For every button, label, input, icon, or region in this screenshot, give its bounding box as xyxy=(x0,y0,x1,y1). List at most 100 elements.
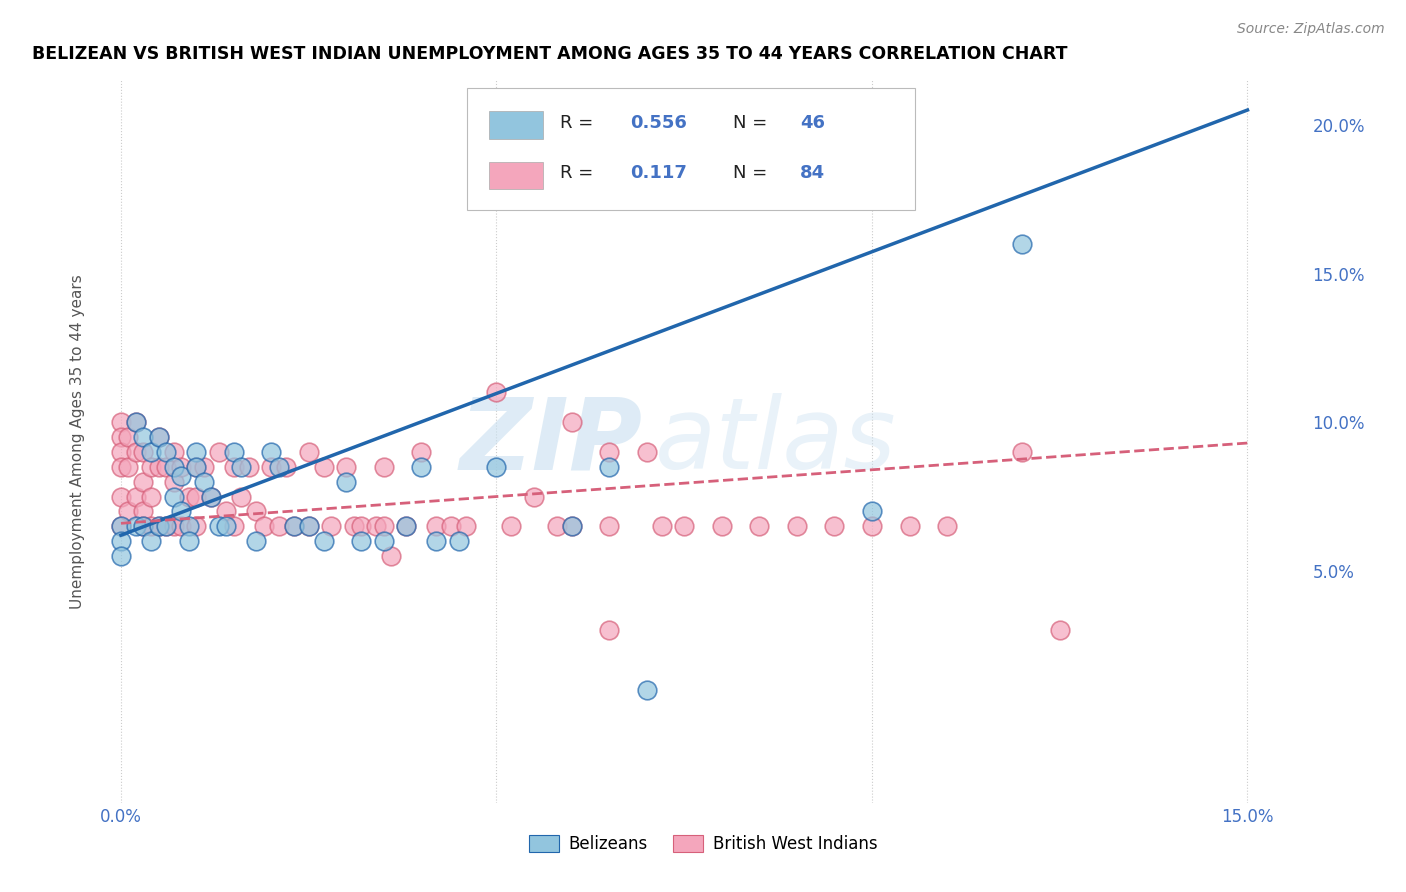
Point xyxy=(184,490,207,504)
Point xyxy=(222,519,245,533)
Point xyxy=(440,519,463,533)
Point xyxy=(184,459,207,474)
Point xyxy=(298,519,321,533)
Point xyxy=(148,519,170,533)
Point xyxy=(184,519,207,533)
Point xyxy=(260,445,283,459)
Point xyxy=(117,459,139,474)
Point xyxy=(501,519,523,533)
FancyBboxPatch shape xyxy=(489,112,543,139)
Point xyxy=(636,682,658,697)
Point xyxy=(312,534,335,549)
Point xyxy=(132,475,155,489)
Text: R =: R = xyxy=(561,114,599,132)
Point xyxy=(395,519,418,533)
Point xyxy=(170,459,193,474)
Point xyxy=(229,490,252,504)
Point xyxy=(125,490,148,504)
Point xyxy=(207,445,229,459)
Point xyxy=(823,519,845,533)
Point xyxy=(366,519,388,533)
FancyBboxPatch shape xyxy=(467,87,915,211)
Text: BELIZEAN VS BRITISH WEST INDIAN UNEMPLOYMENT AMONG AGES 35 TO 44 YEARS CORRELATI: BELIZEAN VS BRITISH WEST INDIAN UNEMPLOY… xyxy=(32,45,1067,63)
Point xyxy=(162,475,184,489)
Point xyxy=(350,519,373,533)
Point xyxy=(117,504,139,518)
Point xyxy=(245,534,267,549)
Point xyxy=(636,445,658,459)
Point xyxy=(598,624,620,638)
Point xyxy=(170,519,193,533)
Point xyxy=(245,504,267,518)
Point xyxy=(200,490,222,504)
Point xyxy=(395,519,418,533)
Point xyxy=(546,519,568,533)
Point xyxy=(184,445,207,459)
Point xyxy=(125,519,148,533)
Text: N =: N = xyxy=(734,164,773,183)
Legend: Belizeans, British West Indians: Belizeans, British West Indians xyxy=(522,828,884,860)
Point xyxy=(125,415,148,429)
Point xyxy=(456,519,478,533)
Point xyxy=(110,519,132,533)
Point xyxy=(193,459,215,474)
Point xyxy=(110,490,132,504)
Text: R =: R = xyxy=(561,164,599,183)
Point xyxy=(215,504,238,518)
Point xyxy=(380,549,402,563)
Y-axis label: Unemployment Among Ages 35 to 44 years: Unemployment Among Ages 35 to 44 years xyxy=(69,274,84,609)
Point xyxy=(411,459,433,474)
Point xyxy=(125,415,148,429)
Point xyxy=(162,459,184,474)
Point xyxy=(162,490,184,504)
Point xyxy=(1049,624,1071,638)
Point xyxy=(1011,236,1033,251)
Point xyxy=(373,519,395,533)
Text: atlas: atlas xyxy=(655,393,896,490)
Point xyxy=(110,445,132,459)
Point xyxy=(162,445,184,459)
Point xyxy=(651,519,673,533)
Point xyxy=(148,519,170,533)
Point xyxy=(155,445,177,459)
Point xyxy=(1011,445,1033,459)
Point xyxy=(184,459,207,474)
Text: ZIP: ZIP xyxy=(460,393,643,490)
Point xyxy=(117,430,139,444)
Point xyxy=(139,490,162,504)
Point xyxy=(561,415,583,429)
Point xyxy=(207,519,229,533)
Point xyxy=(425,534,447,549)
Text: 84: 84 xyxy=(800,164,825,183)
Point xyxy=(598,459,620,474)
Point xyxy=(229,459,252,474)
Point xyxy=(425,519,447,533)
FancyBboxPatch shape xyxy=(489,162,543,189)
Point xyxy=(860,504,883,518)
Point xyxy=(485,459,508,474)
Point xyxy=(125,445,148,459)
Point xyxy=(447,534,470,549)
Point xyxy=(110,459,132,474)
Point xyxy=(139,445,162,459)
Point xyxy=(267,519,290,533)
Point xyxy=(283,519,305,533)
Point xyxy=(222,445,245,459)
Point xyxy=(350,534,373,549)
Point xyxy=(222,459,245,474)
Point xyxy=(335,459,357,474)
Point xyxy=(132,445,155,459)
Point xyxy=(335,475,357,489)
Point xyxy=(598,519,620,533)
Point xyxy=(523,490,546,504)
Point xyxy=(298,445,321,459)
Point xyxy=(148,459,170,474)
Point xyxy=(898,519,921,533)
Point xyxy=(132,430,155,444)
Point xyxy=(373,534,395,549)
Point xyxy=(155,519,177,533)
Point xyxy=(170,468,193,483)
Point xyxy=(132,519,155,533)
Point xyxy=(110,534,132,549)
Point xyxy=(276,459,298,474)
